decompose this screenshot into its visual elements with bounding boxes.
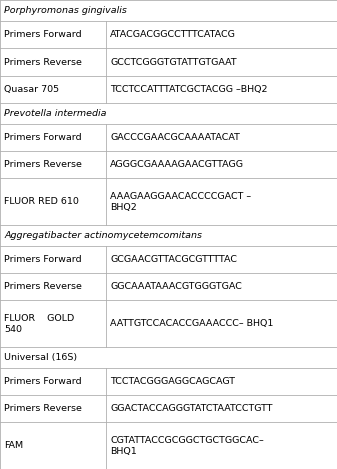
Text: TCCTCCATTTATCGCTACGG –BHQ2: TCCTCCATTTATCGCTACGG –BHQ2 (110, 84, 268, 94)
Text: Universal (16S): Universal (16S) (4, 353, 77, 362)
Text: Primers Reverse: Primers Reverse (4, 404, 82, 413)
Text: Primers Forward: Primers Forward (4, 255, 82, 264)
Text: Primers Forward: Primers Forward (4, 377, 82, 386)
Text: CGTATTACCGCGGCTGCTGGCAC–
BHQ1: CGTATTACCGCGGCTGCTGGCAC– BHQ1 (110, 436, 264, 456)
Text: AAAGAAGGAACACCCCGACT –
BHQ2: AAAGAAGGAACACCCCGACT – BHQ2 (110, 191, 251, 212)
Text: Primers Reverse: Primers Reverse (4, 160, 82, 169)
Text: GGCAAATAAACGTGGGTGAC: GGCAAATAAACGTGGGTGAC (110, 282, 242, 291)
Text: Primers Reverse: Primers Reverse (4, 58, 82, 67)
Text: AGGGCGAAAAGAACGTTAGG: AGGGCGAAAAGAACGTTAGG (110, 160, 244, 169)
Text: Primers Forward: Primers Forward (4, 30, 82, 39)
Text: Aggregatibacter actinomycetemcomitans: Aggregatibacter actinomycetemcomitans (4, 231, 202, 240)
Text: Prevotella intermedia: Prevotella intermedia (4, 109, 106, 118)
Text: Porphyromonas gingivalis: Porphyromonas gingivalis (4, 6, 127, 15)
Text: Primers Reverse: Primers Reverse (4, 282, 82, 291)
Text: GACCCGAACGCAAAATACAT: GACCCGAACGCAAAATACAT (110, 133, 240, 142)
Text: Quasar 705: Quasar 705 (4, 84, 59, 94)
Text: AATTGTCCACACCGAAACCC– BHQ1: AATTGTCCACACCGAAACCC– BHQ1 (110, 319, 274, 328)
Text: FLUOR RED 610: FLUOR RED 610 (4, 197, 79, 206)
Text: ATACGACGGCCTTTCATACG: ATACGACGGCCTTTCATACG (110, 30, 236, 39)
Text: FAM: FAM (4, 441, 23, 450)
Text: GGACTACCAGGGTATCTAATCCTGTT: GGACTACCAGGGTATCTAATCCTGTT (110, 404, 273, 413)
Text: GCGAACGTTACGCGTTTTAC: GCGAACGTTACGCGTTTTAC (110, 255, 237, 264)
Text: FLUOR    GOLD
540: FLUOR GOLD 540 (4, 314, 74, 334)
Text: TCCTACGGGAGGCAGCAGT: TCCTACGGGAGGCAGCAGT (110, 377, 235, 386)
Text: Primers Forward: Primers Forward (4, 133, 82, 142)
Text: GCCTCGGGTGTATTGTGAAT: GCCTCGGGTGTATTGTGAAT (110, 58, 237, 67)
